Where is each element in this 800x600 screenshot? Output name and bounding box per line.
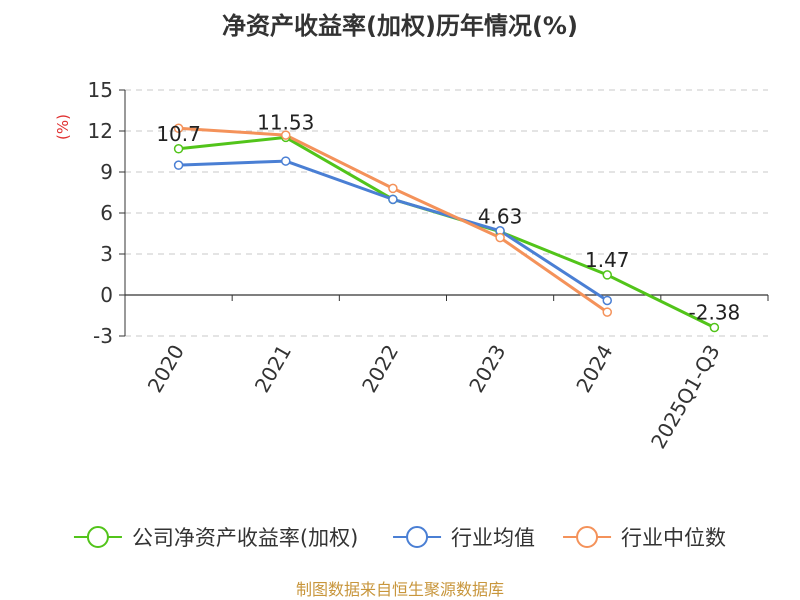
legend-marker bbox=[406, 526, 429, 548]
data-label: 1.47 bbox=[585, 248, 630, 272]
legend-label: 行业中位数 bbox=[621, 526, 726, 550]
x-tick-label: 2022 bbox=[357, 341, 403, 397]
data-point bbox=[602, 307, 612, 317]
data-point bbox=[602, 295, 612, 306]
legend-label: 公司净资产收益率(加权) bbox=[132, 526, 358, 550]
x-tick-label: 2024 bbox=[571, 341, 617, 397]
y-axis-label: (%) bbox=[54, 114, 72, 140]
data-label: -2.38 bbox=[689, 301, 741, 325]
data-point bbox=[388, 183, 398, 194]
legend-marker bbox=[576, 526, 599, 548]
data-point bbox=[173, 160, 184, 170]
data-point bbox=[281, 130, 291, 140]
x-tick-label: 2021 bbox=[250, 341, 296, 397]
source-note: 制图数据来自恒生聚源数据库 bbox=[295, 580, 504, 599]
y-tick-label: 9 bbox=[100, 160, 113, 184]
data-point bbox=[602, 270, 612, 280]
data-point bbox=[709, 322, 720, 333]
chart-title: 净资产收益率(加权)历年情况(%) bbox=[222, 12, 578, 40]
y-tick-label: 12 bbox=[88, 119, 113, 143]
x-tick-label: 2020 bbox=[143, 341, 189, 397]
x-tick-label: 2025Q1-Q3 bbox=[646, 341, 725, 453]
y-tick-label: -3 bbox=[93, 324, 113, 348]
y-tick-label: 6 bbox=[100, 201, 113, 225]
series-line bbox=[177, 126, 609, 314]
legend-label: 行业均值 bbox=[451, 526, 535, 550]
legend-marker bbox=[86, 526, 109, 548]
x-tick-label: 2023 bbox=[464, 341, 510, 397]
data-point bbox=[173, 123, 184, 134]
data-point bbox=[388, 194, 398, 205]
data-label: 4.63 bbox=[478, 205, 523, 229]
data-point bbox=[495, 232, 505, 243]
y-tick-label: 3 bbox=[100, 242, 113, 266]
data-label: 10.7 bbox=[156, 122, 201, 146]
data-label: 11.53 bbox=[257, 110, 314, 134]
data-point bbox=[173, 144, 184, 154]
series-line bbox=[177, 159, 609, 302]
data-point bbox=[281, 156, 291, 166]
y-tick-label: 0 bbox=[100, 283, 113, 307]
y-tick-label: 15 bbox=[88, 78, 113, 102]
